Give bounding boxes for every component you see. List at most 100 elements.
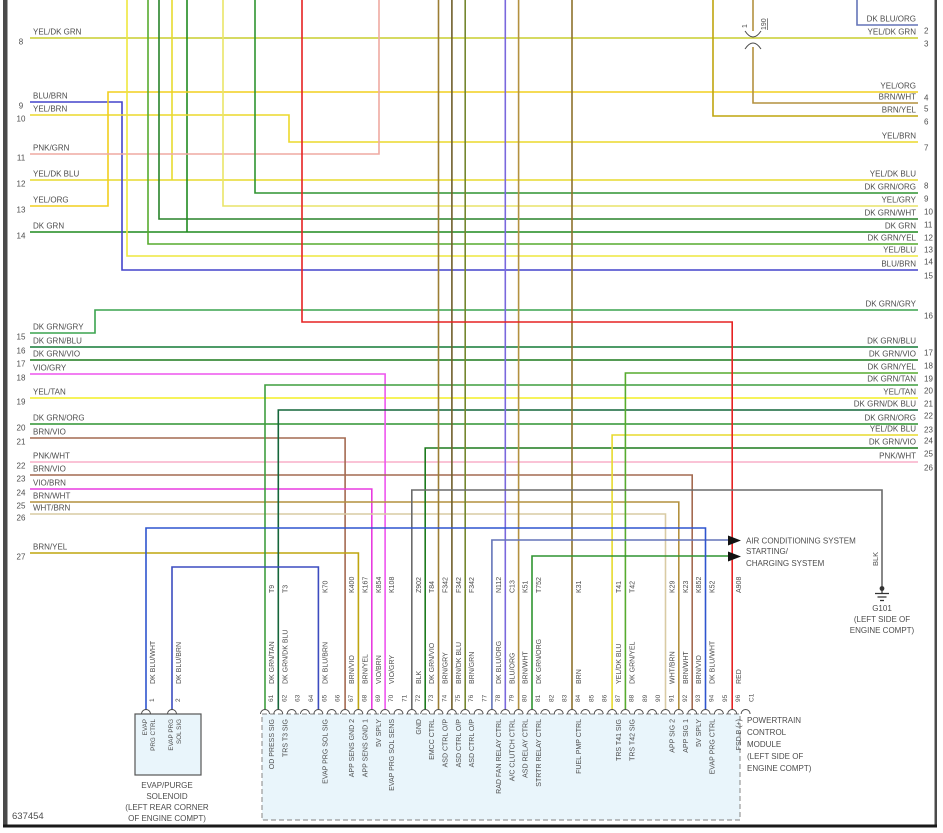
pcm-pin-number: 85 <box>588 694 595 702</box>
pcm-pin-number: 91 <box>669 694 676 702</box>
left-wire-number: 18 <box>17 374 26 383</box>
wire-brn-yel-right6 <box>712 0 918 117</box>
pcm-pin-circuit-id: T752 <box>536 577 543 593</box>
wire-layer <box>30 0 918 710</box>
wire-dkgrn-wht-right11 <box>158 0 918 220</box>
air-conditioning-label: AIR CONDITIONING SYSTEM <box>746 537 856 546</box>
pcm-pin-label: APP SIG 1 <box>683 719 690 753</box>
left-wire-number: 24 <box>17 489 26 498</box>
left-wire-color-label: BRN/VIO <box>33 428 66 437</box>
pcm-pin-wire-color: DK GRN/TAN <box>269 641 276 684</box>
pcm-pin-wire-color: BLU/ORG <box>509 652 516 684</box>
right-wire-color-label: BRN/YEL <box>882 106 917 115</box>
right-wire-color-label: DK GRN/YEL <box>868 363 917 372</box>
pcm-pin-wire-color: VIO/GRY <box>389 655 396 684</box>
pcm-pin-label: 5V SPLY <box>696 719 703 747</box>
left-wire-number: 12 <box>17 180 26 189</box>
pcm-pin-bracket <box>473 709 484 715</box>
pcm-pin-bracket <box>366 709 377 715</box>
pcm-pin-circuit-id: K400 <box>349 577 356 593</box>
pcm-pin-number: 61 <box>268 694 275 702</box>
pcm-pin-label: GND <box>416 719 423 735</box>
solenoid-caption: EVAP/PURGE SOLENOID (LEFT REAR CORNER OF… <box>125 781 209 823</box>
pcm-pin-wire-color: BRN/VIO <box>349 655 356 684</box>
pcm-pin-number: 65 <box>321 694 328 702</box>
pcm-pin-bracket <box>260 709 270 715</box>
pcm-pin-bracket <box>620 709 631 715</box>
left-wire-color-label: PNK/GRN <box>33 144 70 153</box>
right-wire-number: 18 <box>924 362 933 371</box>
ground-symbol-g101 <box>875 586 889 602</box>
right-wire-color-label: YEL/DK BLU <box>870 425 916 434</box>
wire-yel-org <box>30 91 918 207</box>
pcm-pin-number: 77 <box>482 694 489 702</box>
wire-yel-brn <box>30 114 918 143</box>
pcm-pin-circuit-id: T42 <box>629 581 636 593</box>
pcm-pin-label: ASD CTRL O/P <box>443 719 450 768</box>
right-wire-color-label: DK GRN/ORG <box>864 414 916 423</box>
pcm-pin-wire-color: WHT/BRN <box>670 651 677 684</box>
pcm-pin-bracket <box>593 709 604 715</box>
left-wire-color-label: BRN/VIO <box>33 465 66 474</box>
pcm-pin-number: 78 <box>495 694 502 702</box>
pcm-pin-bracket <box>660 709 671 715</box>
pcm-pin-bracket <box>713 709 724 715</box>
solenoid-pin-number: 2 <box>175 698 182 702</box>
left-wire-number: 17 <box>17 360 26 369</box>
wire-yel-dkblu-pin87 <box>611 434 918 710</box>
pcm-pin-circuit-id: T9 <box>269 585 276 593</box>
right-wire-number: 15 <box>924 272 933 281</box>
pcm-pin-number: 71 <box>402 694 409 702</box>
left-wire-number: 13 <box>17 206 26 215</box>
left-wire-color-label: BLU/BRN <box>33 92 68 101</box>
pcm-pin-number: 88 <box>628 694 635 702</box>
page-border-bottom <box>3 824 937 828</box>
inline-connector-symbol <box>744 30 762 50</box>
pcm-pin-circuit-id: K70 <box>322 580 329 593</box>
pcm-pin-wire-color: BRN/DK BLU <box>456 642 463 684</box>
pcm-pin-bracket <box>406 709 417 715</box>
wire-dkblu-brn-sol2-pin65 <box>171 566 320 710</box>
pcm-pin-number: 67 <box>348 694 355 702</box>
page-border-left <box>3 0 8 827</box>
pcm-pin-bracket <box>313 709 324 715</box>
pcm-pin-wire-color: BRN/YEL <box>362 654 369 684</box>
pcm-pin-bracket <box>486 709 497 715</box>
wire-vio-brn-pin69 <box>30 488 373 710</box>
wire-yel-blu-right14 <box>126 0 918 257</box>
pcm-pin-label: EVAP PRG SOL SENS <box>389 719 396 791</box>
right-wire-number: 3 <box>924 40 929 49</box>
svg-text:CONTROL: CONTROL <box>747 728 787 737</box>
right-wire-number: 23 <box>924 426 933 435</box>
wire-dkgrn-org-right9 <box>254 0 918 194</box>
pcm-pin-label: 5V SPLY <box>376 719 383 747</box>
pcm-caption: POWERTRAIN CONTROL MODULE (LEFT SIDE OF … <box>747 716 812 773</box>
wire-dkgrn-tan-pin61 <box>264 384 918 710</box>
pcm-pin-number: 87 <box>615 694 622 702</box>
pcm-pin-number: 93 <box>695 694 702 702</box>
pcm-pin-label: EVAP PRG SOL SIG <box>322 719 329 784</box>
wire-pnk-grn <box>30 0 380 155</box>
wire-brn-vio-pin93 <box>30 474 693 710</box>
pcm-pin-number: 84 <box>575 694 582 702</box>
right-wire-number: 2 <box>924 27 929 36</box>
pcm-pin-bracket <box>380 709 391 715</box>
pcm-pin-number: 82 <box>548 694 555 702</box>
right-wire-color-label: DK GRN/DK BLU <box>854 400 916 409</box>
solenoid-pin-wire-color: DK BLU/WHT <box>150 640 157 684</box>
wire-dkgrn-dkblu-pin62 <box>277 409 918 710</box>
left-wire-number: 14 <box>17 232 26 241</box>
pcm-pin-number: 76 <box>468 694 475 702</box>
left-wire-color-label: DK GRN/BLU <box>33 337 82 346</box>
wire-dkblu-org-ac <box>491 539 728 710</box>
pcm-pin-bracket <box>673 709 684 715</box>
svg-text:ENGINE COMPT): ENGINE COMPT) <box>747 764 812 773</box>
right-wire-number: 9 <box>924 195 929 204</box>
pcm-pin-wire-color: BRN <box>576 669 583 684</box>
pcm-pin-circuit-id: K23 <box>683 580 690 593</box>
pcm-pin-bracket <box>553 709 564 715</box>
pcm-pin-circuit-id: F342 <box>469 577 476 593</box>
pcm-pin-circuit-id: K31 <box>576 580 583 593</box>
figure-number: 637454 <box>12 811 44 822</box>
